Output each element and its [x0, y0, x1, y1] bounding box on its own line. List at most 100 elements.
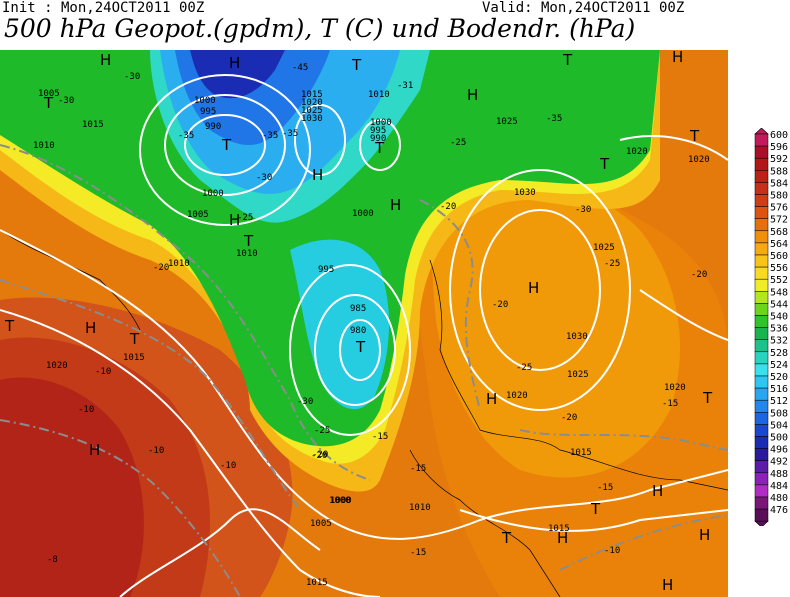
isotherm-label: -30: [124, 72, 140, 82]
legend-value: 484: [770, 481, 788, 492]
legend-swatch: [754, 412, 769, 425]
isotherm-label: -10: [604, 546, 620, 556]
legend-swatch: [754, 218, 769, 232]
coastline: [409, 449, 561, 597]
isotherm-label: -20: [492, 300, 508, 310]
high-marker: H: [699, 526, 710, 544]
legend-swatch: [754, 157, 769, 171]
isobar-label: 1010: [368, 90, 390, 100]
isobar-label: 1010: [409, 503, 431, 513]
isotherm-label: -30: [297, 397, 313, 407]
isotherm-label: -35: [178, 131, 194, 141]
isobar-label: 1000: [330, 496, 352, 506]
legend-value: 580: [770, 191, 788, 202]
isobar-label: 1015: [548, 524, 570, 534]
legend-swatch: [754, 291, 769, 304]
map-title: 500 hPa Geopot.(gpdm), T (C) und Bodendr…: [4, 14, 636, 43]
pressure-centers: H H H H H H H H H H H H H H H T T T T T …: [4, 50, 713, 594]
legend-value: 576: [770, 203, 788, 214]
legend-arrow-top: [754, 128, 769, 135]
isotherm-label: -25: [604, 259, 620, 269]
high-marker: H: [557, 529, 568, 547]
isobar-label: 1000: [370, 118, 392, 128]
isobar-label: 1025: [301, 106, 323, 116]
low-marker: T: [374, 139, 385, 157]
legend-value: 524: [770, 360, 788, 371]
legend-swatch: [754, 472, 769, 486]
isobar-label: 1005: [187, 210, 209, 220]
legend-swatch: [754, 436, 769, 449]
high-marker: H: [672, 50, 683, 66]
legend-swatch: [754, 242, 769, 256]
high-marker: H: [486, 390, 497, 408]
legend-swatch: [754, 303, 769, 316]
low-marker: T: [590, 500, 601, 518]
isotherm-label: -15: [597, 483, 613, 493]
isotherm-label: -31: [397, 81, 413, 91]
legend-swatch: [754, 387, 769, 401]
isotherm-label: -8: [47, 555, 58, 565]
legend-value: 600: [770, 130, 788, 141]
legend-swatch: [754, 278, 769, 292]
legend-value: 492: [770, 457, 788, 468]
legend-value: 592: [770, 154, 788, 165]
low-marker: T: [4, 317, 15, 335]
isobar-label: 1030: [566, 332, 588, 342]
isobar-label: 1015: [82, 120, 104, 130]
isotherm-label: -30: [575, 205, 591, 215]
isotherm-label: -20: [561, 413, 577, 423]
legend-swatch: [754, 351, 769, 365]
legend-swatch: [754, 315, 769, 328]
isobar-label: 1000: [202, 189, 224, 199]
isotherm-label: -20: [311, 451, 327, 461]
legend-value: 540: [770, 312, 788, 323]
isobar-label: 1030: [301, 114, 323, 124]
legend-swatch: [754, 399, 769, 413]
isobar-label: 1010: [168, 259, 190, 269]
isotherm-label: -15: [410, 464, 426, 474]
isobar-label: 990: [205, 122, 221, 132]
high-marker: H: [652, 482, 663, 500]
legend-swatch: [754, 206, 769, 219]
legend-arrow-bottom: [754, 520, 769, 526]
legend-swatch: [754, 145, 769, 159]
isotherm-label: -10: [220, 461, 236, 471]
isotherm-label: -25: [314, 426, 330, 436]
legend-value: 476: [770, 505, 788, 516]
isobar-label: 995: [370, 126, 386, 136]
isobar-label: 1005: [310, 519, 332, 529]
isobar-label: 1020: [506, 391, 528, 401]
legend-value: 508: [770, 408, 788, 419]
legend-value: 596: [770, 142, 788, 153]
isobar-label: 1000: [352, 209, 374, 219]
high-marker: H: [467, 86, 478, 104]
legend-value: 528: [770, 348, 788, 359]
isobar-label: 1025: [496, 117, 518, 127]
isobar-label: 990: [370, 134, 386, 144]
legend-swatch: [754, 170, 769, 183]
isobar-label: 1025: [593, 243, 615, 253]
isobar-label: 1020: [626, 147, 648, 157]
low-marker: T: [702, 389, 713, 407]
isobar-label: 1015: [123, 353, 145, 363]
legend-swatch: [754, 508, 769, 522]
isobar-label: 1010: [33, 141, 55, 151]
isotherm-label: -30: [256, 173, 272, 183]
low-marker: T: [243, 232, 254, 250]
legend-swatch: [754, 133, 769, 147]
init-time-label: Init : Mon,24OCT2011 00Z: [2, 0, 205, 16]
weather-map: H H H H H H H H H H H H H H H T T T T T …: [0, 50, 728, 597]
legend-value: 544: [770, 299, 788, 310]
legend-swatch: [754, 194, 769, 207]
high-marker: H: [662, 576, 673, 594]
isobar-label: 1010: [236, 249, 258, 259]
isobar-label: 1000: [329, 496, 351, 506]
legend-value: 532: [770, 336, 788, 347]
legend-value: 500: [770, 433, 788, 444]
isotherm-label: -15: [372, 432, 388, 442]
isotherm-label: -30: [58, 96, 74, 106]
legend-swatch: [754, 230, 769, 244]
isobar-label: 1020: [688, 155, 710, 165]
low-marker: T: [129, 330, 140, 348]
isobar-label: 995: [200, 107, 216, 117]
